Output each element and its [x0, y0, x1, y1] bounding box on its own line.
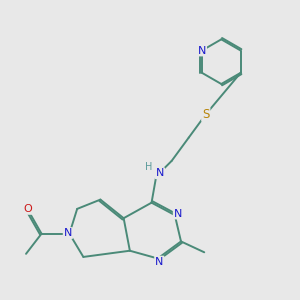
Text: N: N	[155, 256, 164, 267]
Text: N: N	[198, 46, 206, 56]
Text: N: N	[156, 168, 164, 178]
Text: S: S	[202, 108, 209, 121]
Text: H: H	[145, 162, 152, 172]
Text: N: N	[174, 208, 182, 218]
Text: N: N	[64, 228, 72, 238]
Text: O: O	[23, 204, 32, 214]
